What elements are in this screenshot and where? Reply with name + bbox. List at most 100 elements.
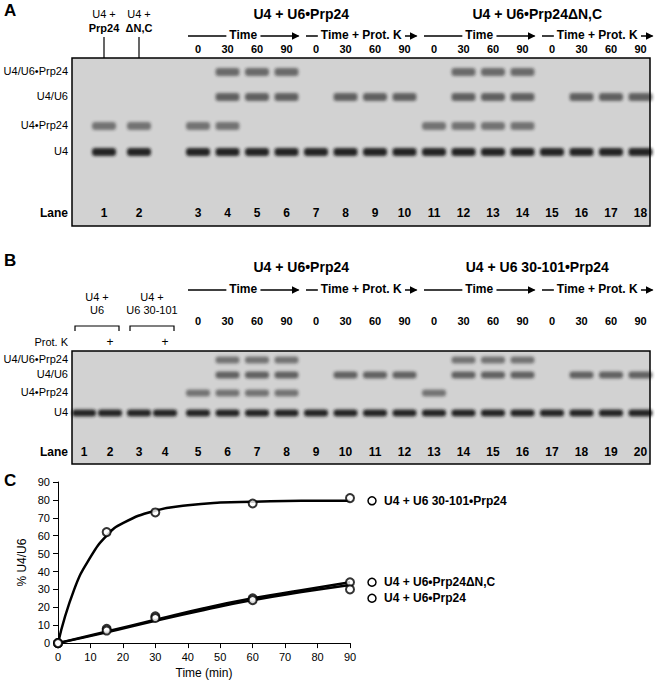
svg-text:Lane: Lane <box>40 445 68 459</box>
svg-text:16: 16 <box>575 206 589 220</box>
svg-text:Time + Prot. K: Time + Prot. K <box>321 282 402 296</box>
svg-text:30: 30 <box>38 583 50 595</box>
svg-text:30: 30 <box>221 43 233 55</box>
svg-text:U4/U6: U4/U6 <box>37 90 68 102</box>
svg-text:2: 2 <box>107 445 114 459</box>
svg-text:40: 40 <box>182 651 194 663</box>
svg-text:60: 60 <box>487 315 499 327</box>
svg-text:0: 0 <box>195 43 201 55</box>
svg-text:60: 60 <box>605 43 617 55</box>
svg-text:60: 60 <box>38 530 50 542</box>
svg-text:0: 0 <box>313 315 319 327</box>
svg-text:60: 60 <box>251 315 263 327</box>
svg-text:ΔN,C: ΔN,C <box>126 22 153 34</box>
svg-text:9: 9 <box>313 445 320 459</box>
svg-text:U4 + U6 30-101•Prp24: U4 + U6 30-101•Prp24 <box>466 259 609 275</box>
svg-text:11: 11 <box>428 206 441 220</box>
svg-text:90: 90 <box>634 315 646 327</box>
svg-text:U4 + U6•Prp24: U4 + U6•Prp24 <box>253 6 349 22</box>
svg-text:14: 14 <box>516 206 530 220</box>
svg-text:U4•Prp24: U4•Prp24 <box>21 119 68 131</box>
svg-text:12: 12 <box>398 445 412 459</box>
svg-text:6: 6 <box>283 206 290 220</box>
svg-text:80: 80 <box>38 494 50 506</box>
svg-text:90: 90 <box>634 43 646 55</box>
svg-text:U4 +: U4 + <box>85 291 109 303</box>
svg-text:90: 90 <box>398 43 410 55</box>
svg-text:U4: U4 <box>54 145 68 157</box>
svg-text:5: 5 <box>195 445 202 459</box>
svg-text:% U4/U6: % U4/U6 <box>15 538 29 586</box>
svg-text:Time + Prot. K: Time + Prot. K <box>557 282 638 296</box>
svg-text:30: 30 <box>575 315 587 327</box>
svg-text:50: 50 <box>214 651 226 663</box>
svg-text:0: 0 <box>431 315 437 327</box>
svg-text:50: 50 <box>38 548 50 560</box>
svg-text:19: 19 <box>604 445 618 459</box>
svg-text:10: 10 <box>339 445 353 459</box>
svg-text:30: 30 <box>457 43 469 55</box>
svg-text:Time: Time <box>229 282 257 296</box>
svg-text:Prp24: Prp24 <box>89 22 120 34</box>
svg-text:Lane: Lane <box>40 206 68 220</box>
svg-text:0: 0 <box>313 43 319 55</box>
svg-text:9: 9 <box>372 206 379 220</box>
svg-text:90: 90 <box>516 315 528 327</box>
svg-text:90: 90 <box>516 43 528 55</box>
svg-text:0: 0 <box>431 43 437 55</box>
svg-text:7: 7 <box>254 445 261 459</box>
svg-text:10: 10 <box>38 619 50 631</box>
svg-text:20: 20 <box>38 601 50 613</box>
svg-text:U4: U4 <box>54 406 68 418</box>
svg-text:60: 60 <box>369 43 381 55</box>
svg-text:Time: Time <box>229 28 257 42</box>
svg-text:8: 8 <box>342 206 349 220</box>
svg-text:30: 30 <box>575 43 587 55</box>
svg-text:18: 18 <box>575 445 589 459</box>
svg-text:14: 14 <box>457 445 471 459</box>
svg-text:7: 7 <box>313 206 320 220</box>
svg-text:8: 8 <box>283 445 290 459</box>
svg-text:10: 10 <box>398 206 412 220</box>
svg-text:U4/U6•Prp24: U4/U6•Prp24 <box>4 353 68 365</box>
svg-text:60: 60 <box>487 43 499 55</box>
svg-text:U4 + U6•Prp24ΔN,C: U4 + U6•Prp24ΔN,C <box>384 575 496 589</box>
svg-text:90: 90 <box>280 43 292 55</box>
svg-text:6: 6 <box>224 445 231 459</box>
svg-text:30: 30 <box>339 315 351 327</box>
svg-text:3: 3 <box>195 206 202 220</box>
svg-text:Prot. K: Prot. K <box>34 336 68 348</box>
svg-text:60: 60 <box>251 43 263 55</box>
svg-text:U4 + U6 30-101•Prp24: U4 + U6 30-101•Prp24 <box>384 494 507 508</box>
svg-text:90: 90 <box>344 651 356 663</box>
svg-text:U4 +: U4 + <box>92 8 116 20</box>
svg-text:17: 17 <box>604 206 618 220</box>
svg-text:Time + Prot. K: Time + Prot. K <box>321 28 402 42</box>
svg-text:70: 70 <box>279 651 291 663</box>
svg-text:0: 0 <box>55 651 61 663</box>
svg-text:11: 11 <box>369 445 382 459</box>
svg-text:90: 90 <box>398 315 410 327</box>
svg-text:U4/U6•Prp24: U4/U6•Prp24 <box>4 65 68 77</box>
svg-text:U4 + U6•Prp24: U4 + U6•Prp24 <box>384 591 466 605</box>
svg-text:40: 40 <box>38 566 50 578</box>
svg-text:4: 4 <box>162 445 169 459</box>
svg-text:Time (min): Time (min) <box>176 666 233 680</box>
svg-text:10: 10 <box>84 651 96 663</box>
svg-text:18: 18 <box>634 206 648 220</box>
svg-text:U6 30-101: U6 30-101 <box>126 304 177 316</box>
svg-text:+: + <box>106 335 113 349</box>
svg-text:1: 1 <box>81 445 88 459</box>
svg-text:17: 17 <box>545 445 559 459</box>
svg-text:B: B <box>4 251 16 270</box>
svg-text:0: 0 <box>44 637 50 649</box>
svg-text:U4/U6: U4/U6 <box>37 368 68 380</box>
svg-text:30: 30 <box>149 651 161 663</box>
svg-text:90: 90 <box>280 315 292 327</box>
svg-text:+: + <box>161 335 168 349</box>
svg-text:4: 4 <box>224 206 231 220</box>
svg-text:3: 3 <box>136 445 143 459</box>
svg-text:70: 70 <box>38 512 50 524</box>
svg-text:16: 16 <box>516 445 530 459</box>
svg-text:30: 30 <box>457 315 469 327</box>
